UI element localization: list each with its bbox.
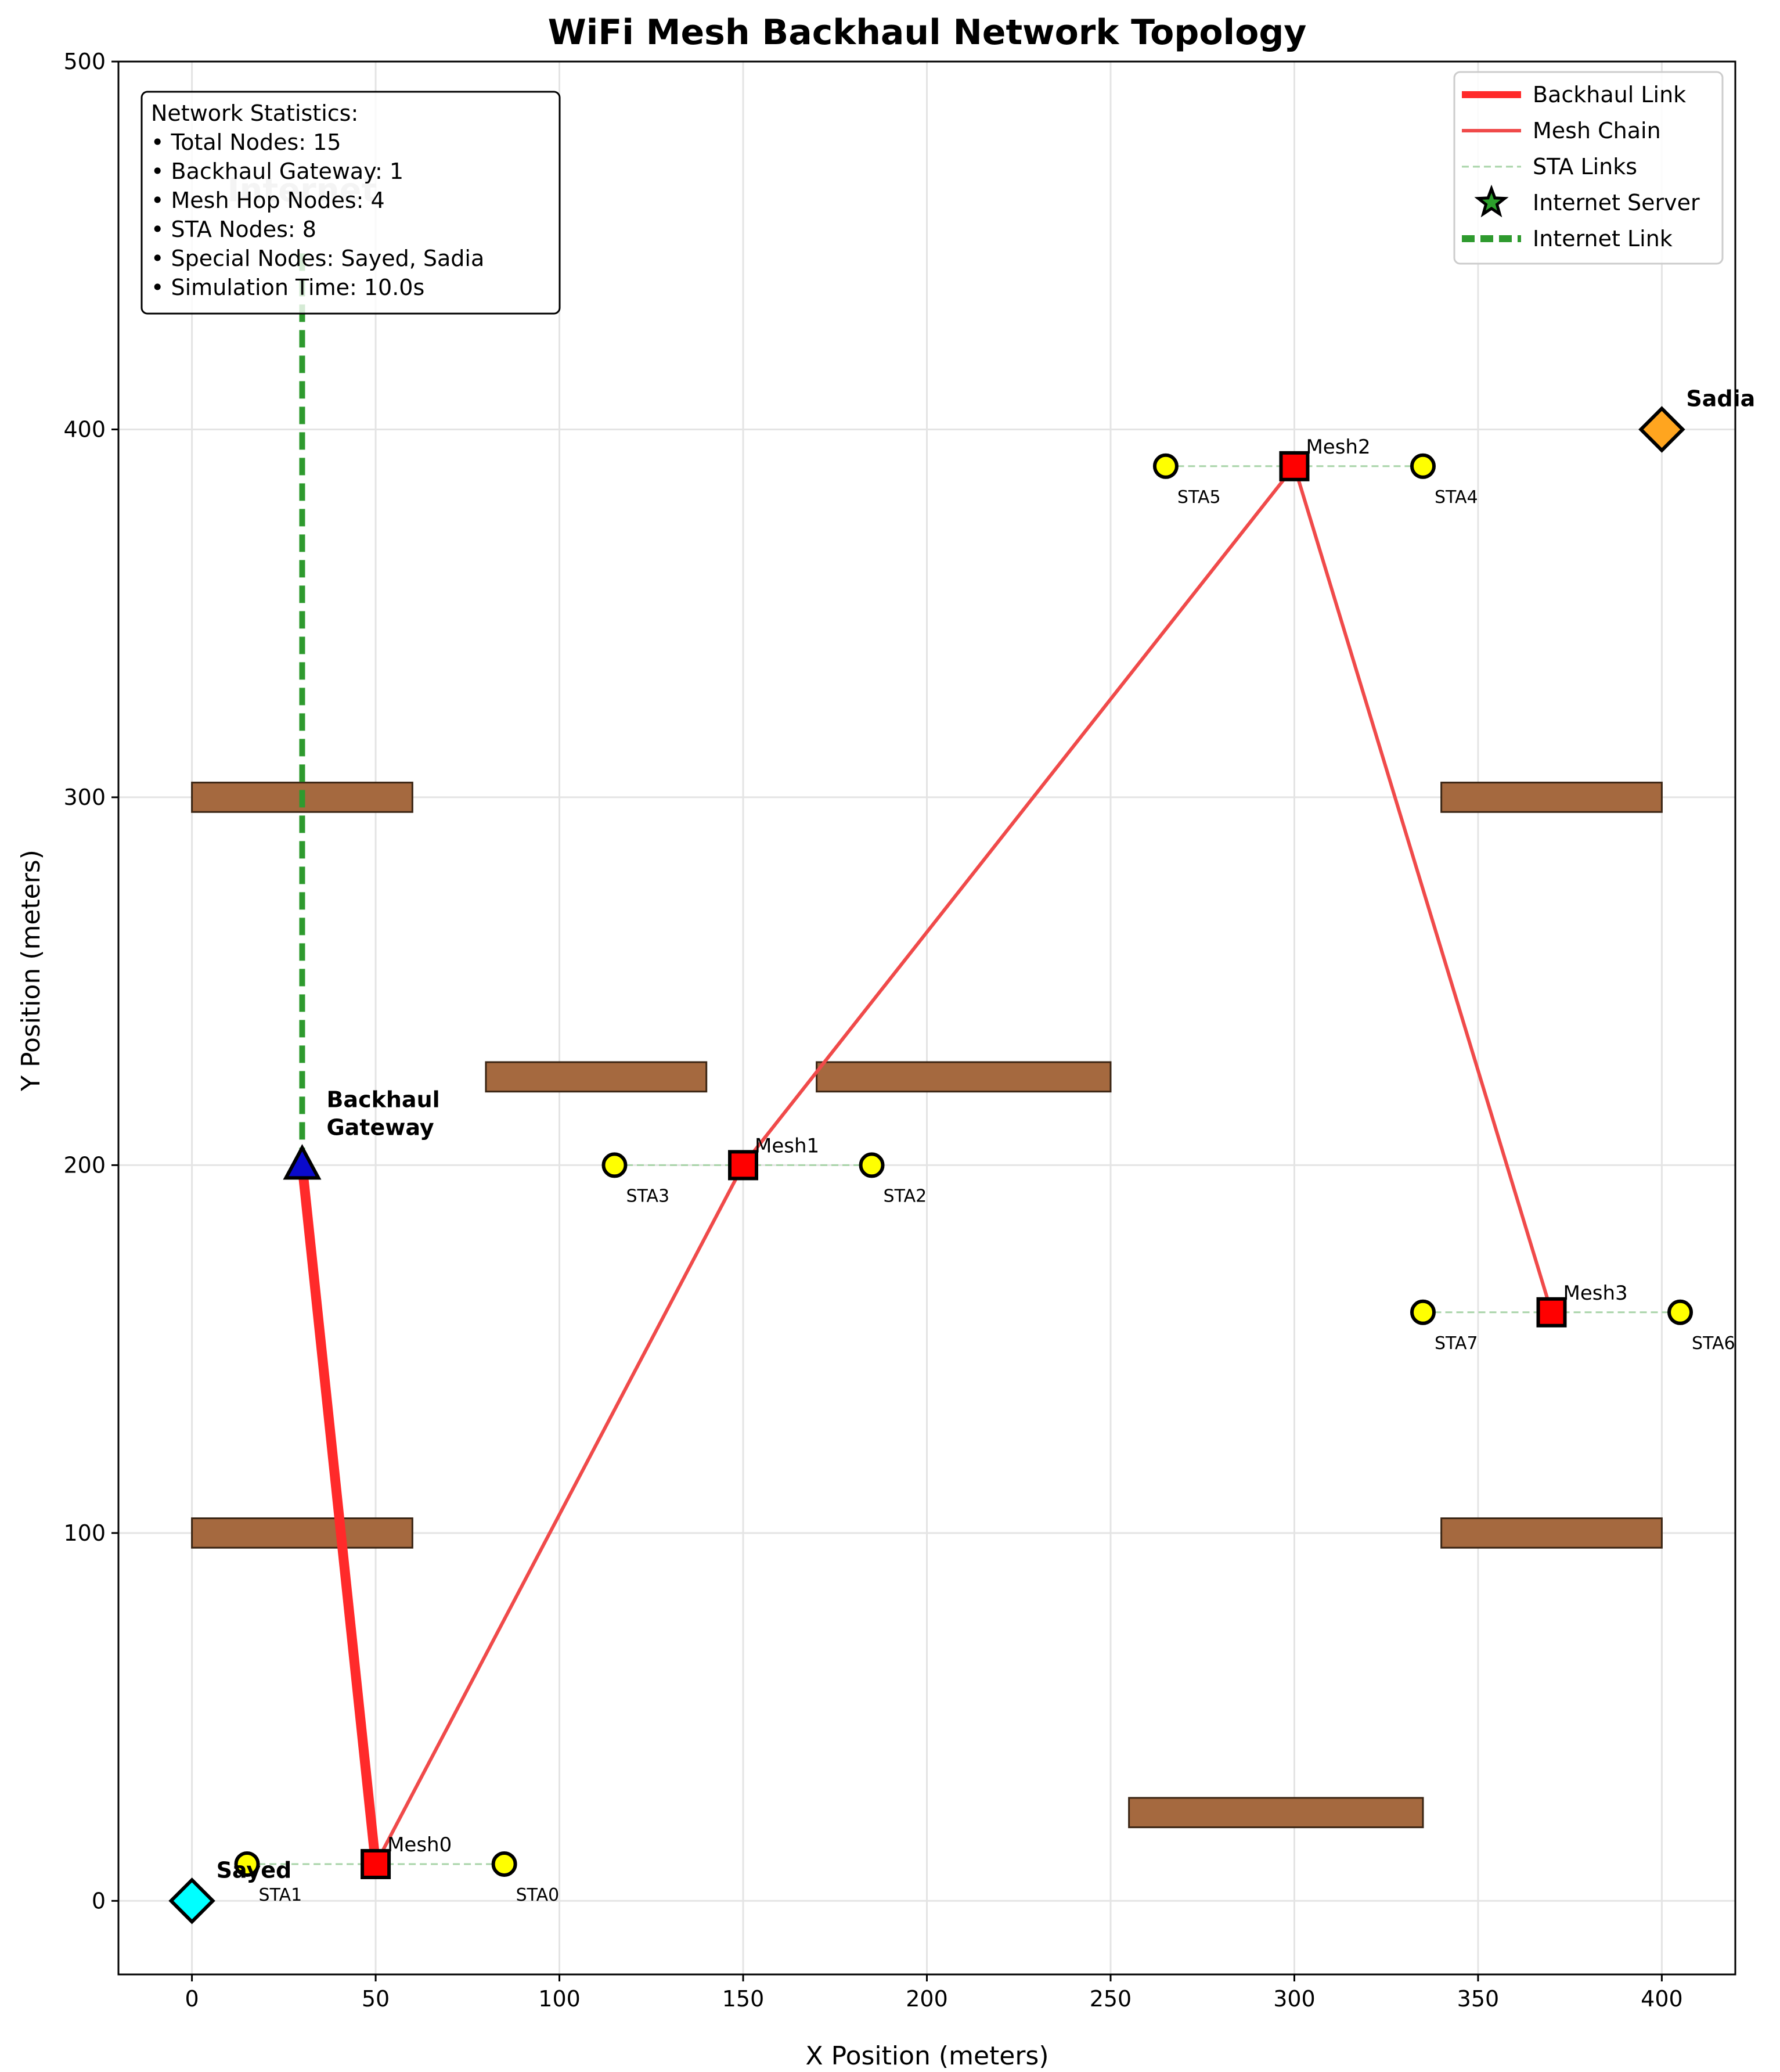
mesh-node-label: Mesh0 — [387, 1833, 452, 1857]
sta-node-label: STA7 — [1435, 1333, 1478, 1354]
legend-entry-label: STA Links — [1533, 154, 1637, 179]
axis-ticks: 0 50 100 150 200 250 300 350 400 0 100 200 300 400 500 — [63, 49, 1682, 2012]
obstacle-wall — [1440, 1517, 1663, 1549]
sta-node-label: STA3 — [626, 1186, 669, 1206]
y-tick-label: 300 — [63, 785, 106, 810]
legend: Backhaul Link Mesh Chain STA Links Internet… — [1453, 71, 1724, 265]
special-node-label: Sadia — [1686, 386, 1755, 411]
legend-frame — [1453, 71, 1724, 265]
backhaul-gateway-node — [283, 1144, 322, 1180]
legend-entry-label: Internet Server — [1533, 190, 1700, 215]
special-node-label: Sayed — [217, 1857, 292, 1883]
backhaul-link — [297, 1164, 381, 1865]
sta-node — [1667, 1299, 1693, 1325]
sta-node — [1410, 453, 1436, 479]
y-tick-label: 400 — [63, 416, 106, 442]
y-tick-label: 500 — [63, 49, 106, 74]
sta-node-label: STA4 — [1435, 487, 1478, 508]
gateway-label: Backhaul — [326, 1087, 439, 1112]
x-tick-label: 0 — [185, 1986, 199, 2012]
mesh-node — [1279, 451, 1310, 481]
stats-line: • Mesh Hop Nodes: 4 — [151, 188, 385, 213]
stats-line: • Special Nodes: Sayed, Sadia — [151, 246, 484, 271]
obstacle-wall — [1128, 1797, 1424, 1829]
links-layer — [247, 245, 1681, 1865]
mesh-node-label: Mesh3 — [1563, 1282, 1628, 1305]
mesh-node — [361, 1848, 391, 1879]
y-tick-label: 200 — [63, 1152, 106, 1178]
sta-node — [601, 1152, 628, 1178]
stats-line: • Total Nodes: 15 — [151, 130, 341, 155]
x-tick-label: 400 — [1641, 1986, 1683, 2012]
chart-title: WiFi Mesh Backhaul Network Topology — [548, 12, 1307, 53]
stats-title: Network Statistics: — [151, 100, 358, 126]
network-statistics-box: Network Statistics: • Total Nodes: 15 • Ba… — [140, 91, 561, 315]
x-tick-label: 350 — [1457, 1986, 1500, 2012]
stats-line: • Backhaul Gateway: 1 — [151, 159, 403, 184]
sta-node — [234, 1851, 260, 1877]
obstacle-wall — [1440, 782, 1663, 813]
mesh-node-label: Mesh1 — [755, 1134, 819, 1157]
stats-line: • Simulation Time: 10.0s — [151, 275, 424, 300]
sta-node — [1152, 453, 1179, 479]
y-axis-label: Y Position (meters) — [16, 850, 46, 1092]
mesh-node — [1536, 1297, 1567, 1328]
sta-node-label: STA0 — [516, 1885, 560, 1905]
sta-node-label: STA6 — [1692, 1333, 1735, 1354]
sta-node — [491, 1851, 517, 1877]
obstacle-wall — [191, 1517, 413, 1549]
special-node — [1638, 406, 1685, 453]
legend-star-marker — [1474, 184, 1509, 218]
special-node — [168, 1877, 215, 1924]
nodes-layer — [168, 406, 1693, 1924]
obstacle-wall — [485, 1061, 708, 1093]
x-tick-label: 300 — [1273, 1986, 1316, 2012]
y-tick-label: 0 — [92, 1888, 106, 1913]
obstacles-layer — [191, 782, 1663, 1829]
mesh-chain — [374, 464, 1554, 1865]
x-axis-label: X Position (meters) — [805, 2041, 1048, 2071]
stats-line: • STA Nodes: 8 — [151, 217, 316, 242]
mesh-node — [728, 1150, 759, 1181]
x-tick-label: 100 — [538, 1986, 581, 2012]
x-tick-label: 250 — [1090, 1986, 1132, 2012]
node-labels-layer: InternetSTA0STA1STA2STA3STA4STA5STA6STA7… — [217, 172, 1756, 1905]
sta-node — [859, 1152, 885, 1178]
y-tick-label: 100 — [63, 1520, 106, 1546]
x-tick-label: 150 — [722, 1986, 765, 2012]
legend-entry-label: Internet Link — [1533, 226, 1673, 251]
x-tick-label: 50 — [362, 1986, 390, 2012]
sta-node — [1410, 1299, 1436, 1325]
mesh-node-label: Mesh2 — [1306, 436, 1370, 459]
legend-entry-label: Backhaul Link — [1533, 82, 1686, 107]
obstacle-wall — [816, 1061, 1112, 1093]
x-tick-label: 200 — [906, 1986, 948, 2012]
sta-node-label: STA2 — [884, 1186, 927, 1206]
sta-node-label: STA1 — [259, 1885, 302, 1905]
gateway-label: Gateway — [326, 1114, 434, 1140]
stats-box-frame — [140, 91, 561, 315]
legend-entry-label: Mesh Chain — [1533, 118, 1661, 143]
sta-node-label: STA5 — [1177, 487, 1221, 508]
